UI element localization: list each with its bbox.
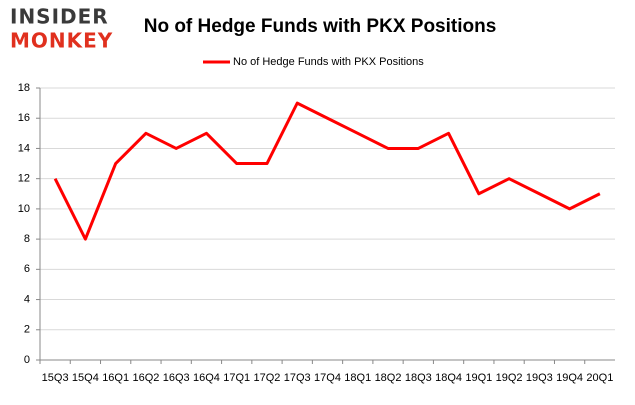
y-tick-label: 4 xyxy=(24,293,30,305)
logo-line2: MONKEY xyxy=(10,29,113,53)
x-tick-label: 18Q2 xyxy=(375,372,402,384)
y-tick-label: 18 xyxy=(18,82,30,94)
x-tick-label: 19Q2 xyxy=(496,372,523,384)
x-tick-label: 19Q4 xyxy=(556,372,583,384)
y-tick-label: 2 xyxy=(24,324,30,336)
x-tick-label: 19Q1 xyxy=(465,372,492,384)
x-tick-label: 15Q4 xyxy=(72,372,99,384)
x-tick-label: 15Q3 xyxy=(42,372,69,384)
x-tick-label: 16Q4 xyxy=(193,372,220,384)
x-tick-label: 18Q1 xyxy=(344,372,371,384)
legend-label: No of Hedge Funds with PKX Positions xyxy=(233,56,424,68)
x-tick-label: 16Q1 xyxy=(102,372,129,384)
x-tick-label: 18Q4 xyxy=(435,372,462,384)
y-tick-label: 6 xyxy=(24,263,30,275)
y-tick-label: 10 xyxy=(18,203,30,215)
x-tick-label: 16Q2 xyxy=(132,372,159,384)
y-tick-label: 14 xyxy=(18,142,30,154)
chart-title: No of Hedge Funds with PKX Positions xyxy=(144,16,497,37)
x-tick-label: 20Q1 xyxy=(586,372,613,384)
x-tick-label: 17Q4 xyxy=(314,372,341,384)
x-tick-label: 16Q3 xyxy=(163,372,190,384)
logo-line1: INSIDER xyxy=(10,5,109,29)
y-tick-label: 16 xyxy=(18,112,30,124)
data-line xyxy=(53,101,601,241)
x-tick-label: 17Q2 xyxy=(254,372,281,384)
x-tick-label: 18Q3 xyxy=(405,372,432,384)
y-tick-label: 8 xyxy=(24,233,30,245)
x-tick-label: 17Q3 xyxy=(284,372,311,384)
x-tick-label: 17Q1 xyxy=(223,372,250,384)
y-tick-label: 12 xyxy=(18,173,30,185)
y-tick-label: 0 xyxy=(24,354,30,366)
x-tick-label: 19Q3 xyxy=(526,372,553,384)
